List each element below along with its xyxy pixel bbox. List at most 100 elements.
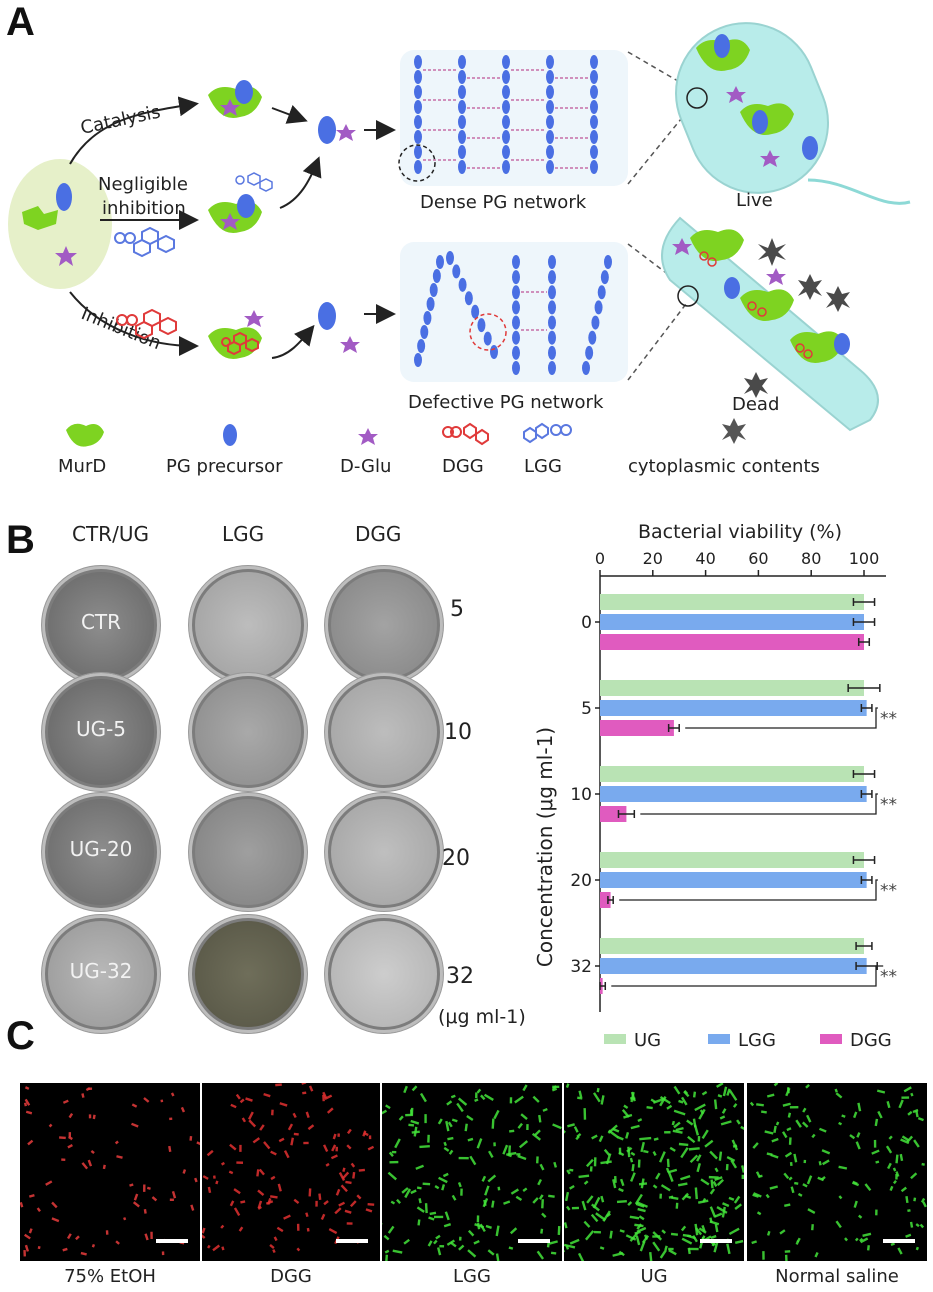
cell-speck [623, 1104, 629, 1109]
murd-complex-inhibited [208, 310, 264, 360]
defective-network [414, 251, 612, 375]
cell-speck [483, 1093, 494, 1101]
cell-speck [495, 1253, 500, 1261]
pg-unit [590, 160, 598, 174]
cell-speck [630, 1124, 640, 1130]
cell-speck [818, 1161, 822, 1166]
cell-speck [384, 1249, 390, 1254]
cell-speck [694, 1103, 706, 1112]
legend-cytoplasmic-label: cytoplasmic contents [628, 456, 820, 477]
cell-speck [576, 1133, 582, 1138]
cell-speck [306, 1227, 310, 1232]
cell-speck [905, 1233, 912, 1238]
pg-unit [512, 361, 520, 375]
cell-speck [688, 1147, 700, 1151]
cell-speck [520, 1113, 528, 1120]
cell-speck [81, 1162, 89, 1170]
pg-unit [502, 100, 510, 114]
cell-speck [564, 1243, 576, 1249]
cell-speck [670, 1232, 679, 1236]
significance-mark: ** [880, 967, 897, 987]
cell-speck [102, 1164, 106, 1170]
cell-speck [410, 1119, 420, 1125]
cell-speck [394, 1138, 401, 1149]
cell-speck [603, 1148, 611, 1157]
cell-speck [907, 1110, 913, 1116]
cell-speck [709, 1188, 716, 1195]
cell-speck [238, 1226, 244, 1232]
cell-speck [409, 1109, 413, 1116]
cell-speck [903, 1086, 912, 1093]
significance-bracket [619, 879, 878, 901]
cell-speck [491, 1118, 495, 1129]
legend-label-lgg: LGG [738, 1030, 776, 1051]
cell-speck [773, 1083, 779, 1087]
cell-speck [913, 1197, 917, 1202]
pg-unit [548, 300, 556, 315]
cell-speck [460, 1188, 463, 1196]
pg-unit [414, 353, 422, 367]
cell-speck [835, 1092, 843, 1099]
cell-speck [24, 1244, 30, 1252]
cell-speck [180, 1106, 186, 1113]
cell-speck [338, 1201, 346, 1207]
cell-speck [713, 1242, 719, 1253]
cell-speck [680, 1096, 688, 1106]
pg-unit [458, 130, 466, 144]
cell-speck [91, 1243, 96, 1248]
cell-speck [245, 1097, 253, 1102]
cell-speck [436, 1247, 442, 1256]
micrograph-lgg [382, 1083, 562, 1261]
cell-speck [37, 1246, 41, 1250]
lgg-icon [114, 226, 175, 258]
cell-speck [661, 1229, 667, 1234]
cell-speck [272, 1249, 276, 1254]
plate-ug-5: UG-5 [42, 673, 160, 791]
cell-speck [853, 1200, 858, 1208]
cell-speck [701, 1225, 706, 1232]
pg-unit [420, 325, 429, 339]
chart-ylabel: Concentration (μg ml-1) [533, 727, 557, 967]
cell-speck [48, 1123, 53, 1128]
cell-speck [716, 1178, 724, 1186]
cell-speck [844, 1237, 848, 1242]
cell-speck [630, 1151, 636, 1156]
cell-speck [892, 1167, 897, 1172]
column-header-dgg: DGG [355, 522, 402, 546]
cell-speck [85, 1087, 91, 1092]
live-bacterium [675, 22, 911, 205]
pg-unit [512, 270, 520, 285]
cell-speck [702, 1197, 707, 1203]
cell-speck [726, 1156, 736, 1162]
cell-speck [258, 1168, 265, 1176]
cell-speck [720, 1120, 732, 1126]
chart-title: Bacterial viability (%) [638, 521, 842, 543]
cell-speck [332, 1133, 337, 1140]
cell-speck [586, 1195, 594, 1204]
pg-unit [426, 297, 435, 311]
cell-speck [474, 1098, 479, 1102]
cell-speck [728, 1089, 738, 1101]
cell-speck [36, 1207, 41, 1212]
cell-speck [263, 1141, 271, 1150]
cell-speck [652, 1235, 661, 1238]
cell-speck [909, 1221, 914, 1228]
cell-speck [734, 1239, 744, 1245]
cell-speck [536, 1156, 539, 1164]
cell-speck [27, 1139, 34, 1146]
cell-speck [252, 1137, 261, 1144]
cell-speck [143, 1097, 150, 1103]
cell-speck [678, 1099, 684, 1104]
cell-speck [696, 1162, 701, 1173]
cell-speck [834, 1088, 838, 1093]
cell-speck [921, 1162, 925, 1166]
legend-murd-label: MurD [58, 456, 107, 477]
cell-speck [905, 1195, 909, 1204]
cell-speck [301, 1083, 307, 1085]
dead-bacterium [661, 216, 879, 432]
cell-speck [146, 1186, 151, 1190]
bar-lgg-32 [600, 958, 867, 974]
cell-speck [458, 1156, 469, 1160]
cell-speck [532, 1197, 539, 1204]
cell-speck [296, 1247, 301, 1252]
